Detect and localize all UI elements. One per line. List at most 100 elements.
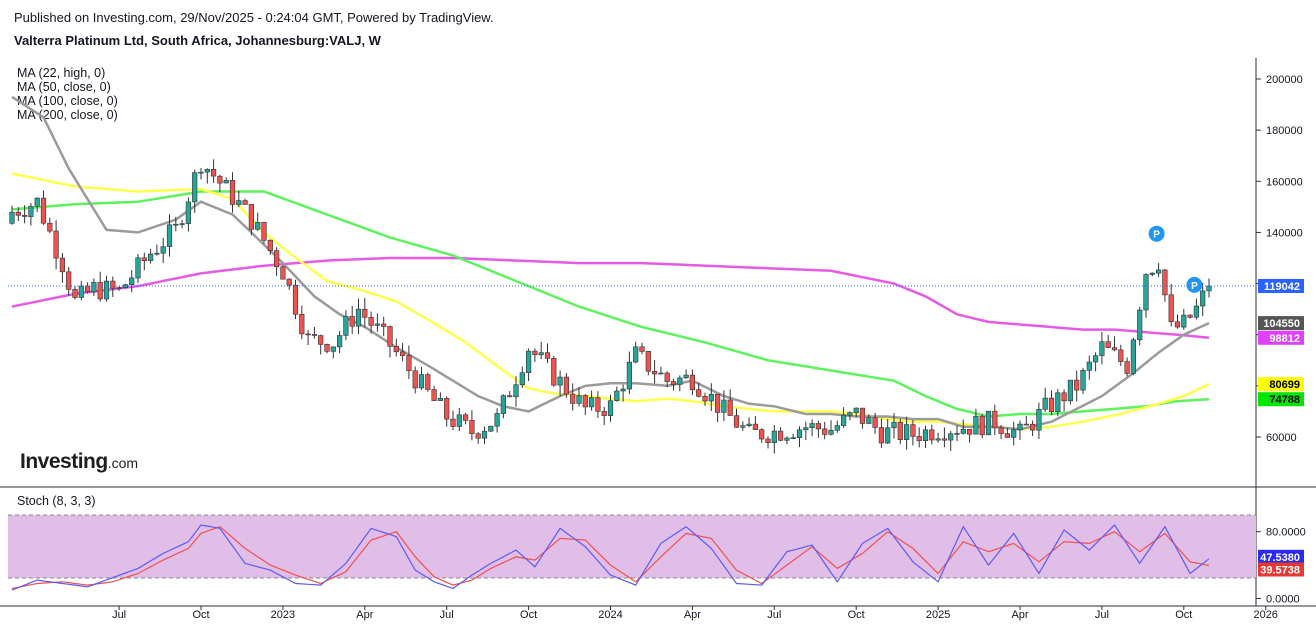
candle-body — [620, 388, 626, 392]
candle-body — [897, 421, 903, 441]
candle-body — [116, 287, 122, 290]
candle — [299, 305, 305, 340]
candle-body — [444, 397, 450, 420]
candle — [148, 249, 154, 264]
candle — [192, 169, 198, 213]
candle-body — [733, 415, 740, 428]
candle-body — [9, 211, 15, 224]
candle-body — [1036, 408, 1042, 431]
time-tick-label: Apr — [684, 609, 701, 621]
candle — [135, 254, 141, 283]
time-tick-label: Oct — [192, 609, 209, 621]
candle — [595, 391, 601, 418]
candle-body — [318, 335, 324, 345]
candle — [620, 384, 626, 402]
candle-body — [822, 428, 828, 435]
stoch-band — [8, 515, 1256, 578]
candle-body — [1017, 423, 1023, 431]
candle — [822, 421, 828, 440]
candle-body — [273, 250, 280, 268]
candle — [450, 410, 456, 430]
candle-body — [47, 222, 53, 232]
candle — [324, 343, 330, 354]
ma200-legend: MA (200, close, 0) — [17, 108, 118, 122]
candle — [116, 286, 122, 291]
candle-body — [878, 427, 884, 444]
candle — [1162, 269, 1168, 302]
candle — [129, 270, 135, 293]
candle — [721, 390, 727, 422]
candle-body — [1055, 392, 1061, 412]
candle — [1023, 416, 1029, 426]
candle-body — [280, 266, 286, 280]
candle-body — [475, 433, 481, 439]
candle — [771, 425, 777, 454]
price-tick-label: 160000 — [1266, 176, 1303, 188]
candle-body — [1130, 339, 1136, 374]
candle — [267, 239, 273, 255]
ma200-value-tag: 98812 — [1258, 330, 1304, 345]
time-tick-label: 2024 — [598, 609, 622, 621]
candle — [1004, 427, 1010, 438]
candle — [727, 389, 733, 416]
candle — [103, 275, 110, 302]
investing-logo: Investing.com — [20, 450, 138, 474]
candle — [815, 420, 821, 438]
candle-body — [261, 222, 267, 241]
time-tick-label: Apr — [1011, 609, 1028, 621]
candle-body — [721, 399, 727, 413]
candle-body — [595, 397, 601, 412]
candle — [1048, 390, 1055, 416]
candle — [935, 432, 941, 443]
candle — [1086, 355, 1092, 380]
price-tick-label: 180000 — [1266, 125, 1303, 137]
candle-body — [1048, 397, 1055, 413]
candle — [633, 341, 639, 364]
candle-body — [1200, 290, 1206, 307]
candle — [903, 416, 910, 450]
candle — [614, 386, 620, 402]
candle-body — [34, 197, 40, 207]
candle — [469, 410, 475, 441]
candle — [21, 205, 28, 224]
candle-body — [670, 381, 677, 385]
candle — [494, 408, 500, 433]
candle-body — [645, 350, 651, 372]
candle — [305, 330, 311, 345]
candle-body — [853, 407, 859, 413]
candle — [179, 219, 185, 229]
candle — [1011, 421, 1017, 446]
candle-body — [551, 357, 557, 386]
candle-body — [607, 400, 614, 416]
candle — [248, 204, 255, 236]
candle-body — [160, 246, 166, 254]
candle-body — [929, 429, 935, 441]
time-tick-label: Jul — [767, 609, 781, 621]
candle — [368, 311, 374, 334]
candle — [1036, 402, 1042, 439]
candle-body — [979, 415, 985, 436]
candle — [362, 298, 368, 328]
candle — [740, 421, 746, 431]
candle-body — [110, 280, 116, 289]
candle — [992, 404, 998, 435]
candle-body — [267, 239, 273, 251]
candle — [242, 198, 248, 205]
ma22-line — [11, 95, 1210, 431]
stoch-k-tag: 47.5380 — [1258, 549, 1304, 564]
candle — [677, 375, 683, 392]
candle-body — [1067, 379, 1073, 402]
candle-body — [1143, 274, 1149, 311]
candle-body — [840, 414, 847, 426]
candle-body — [507, 395, 513, 398]
candle-body — [576, 395, 582, 404]
candle-body — [752, 423, 758, 430]
candle-body — [1111, 347, 1118, 351]
candle — [1181, 308, 1187, 330]
candle-body — [935, 438, 941, 441]
candle — [374, 313, 381, 332]
candle — [1143, 273, 1149, 318]
time-tick-label: Jul — [1095, 609, 1109, 621]
candle-body — [91, 282, 97, 293]
